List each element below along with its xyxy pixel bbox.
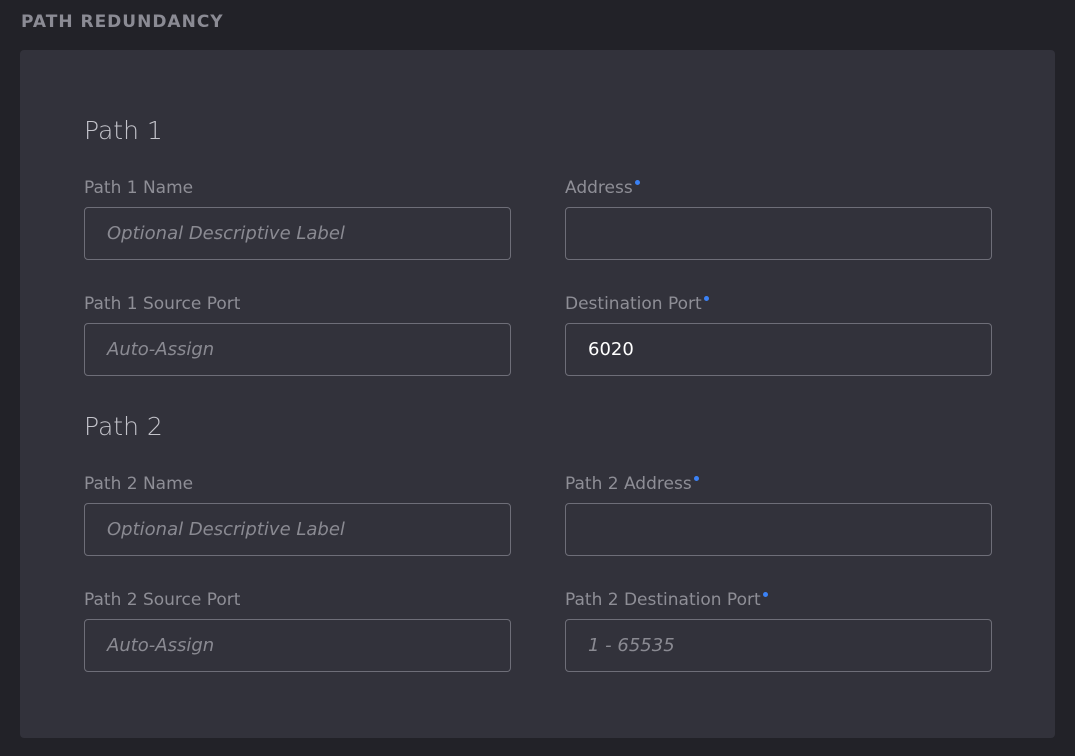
path-1-source-port-input[interactable] <box>84 323 511 376</box>
label-text: Path 2 Name <box>84 474 194 494</box>
address-field: Address <box>565 178 992 260</box>
path-2-destination-port-input[interactable] <box>565 619 992 672</box>
path-2-heading: Path 2 <box>84 412 163 441</box>
label-text: Path 2 Source Port <box>84 590 241 610</box>
destination-port-field: Destination Port <box>565 294 992 376</box>
label-text: Destination Port <box>565 294 702 314</box>
input-box: 1 - 65535 <box>565 619 992 672</box>
path-redundancy-panel: Path 1 Path 1 Name Optional Descriptive … <box>20 50 1055 738</box>
path-1-source-port-label: Path 1 Source Port <box>84 294 511 314</box>
path-2-source-port-input[interactable] <box>84 619 511 672</box>
destination-port-input[interactable] <box>565 323 992 376</box>
required-indicator <box>634 180 640 185</box>
path-2-source-port-field: Path 2 Source Port Auto-Assign <box>84 590 511 672</box>
label-text: Path 2 Destination Port <box>565 590 761 610</box>
address-label: Address <box>565 178 992 198</box>
path-1-heading: Path 1 <box>84 116 163 145</box>
required-indicator <box>693 476 699 481</box>
address-input[interactable] <box>565 207 992 260</box>
path-1-name-field: Path 1 Name Optional Descriptive Label <box>84 178 511 260</box>
input-box: Optional Descriptive Label <box>84 207 511 260</box>
input-box <box>565 207 992 260</box>
section-title: PATH REDUNDANCY <box>21 12 224 32</box>
path-2-destination-port-label: Path 2 Destination Port <box>565 590 992 610</box>
input-box: Auto-Assign <box>84 323 511 376</box>
path-2-address-field: Path 2 Address <box>565 474 992 556</box>
required-indicator <box>703 296 709 301</box>
input-box <box>565 503 992 556</box>
label-text: Path 2 Address <box>565 474 692 494</box>
path-2-address-input[interactable] <box>565 503 992 556</box>
path-2-name-field: Path 2 Name Optional Descriptive Label <box>84 474 511 556</box>
label-text: Path 1 Source Port <box>84 294 241 314</box>
destination-port-label: Destination Port <box>565 294 992 314</box>
input-box <box>565 323 992 376</box>
path-1-source-port-field: Path 1 Source Port Auto-Assign <box>84 294 511 376</box>
required-indicator <box>762 592 768 597</box>
path-2-address-label: Path 2 Address <box>565 474 992 494</box>
path-2-source-port-label: Path 2 Source Port <box>84 590 511 610</box>
path-1-name-label: Path 1 Name <box>84 178 511 198</box>
label-text: Path 1 Name <box>84 178 194 198</box>
input-box: Optional Descriptive Label <box>84 503 511 556</box>
label-text: Address <box>565 178 633 198</box>
path-2-destination-port-field: Path 2 Destination Port 1 - 65535 <box>565 590 992 672</box>
path-2-name-input[interactable] <box>84 503 511 556</box>
path-2-name-label: Path 2 Name <box>84 474 511 494</box>
path-1-name-input[interactable] <box>84 207 511 260</box>
input-box: Auto-Assign <box>84 619 511 672</box>
